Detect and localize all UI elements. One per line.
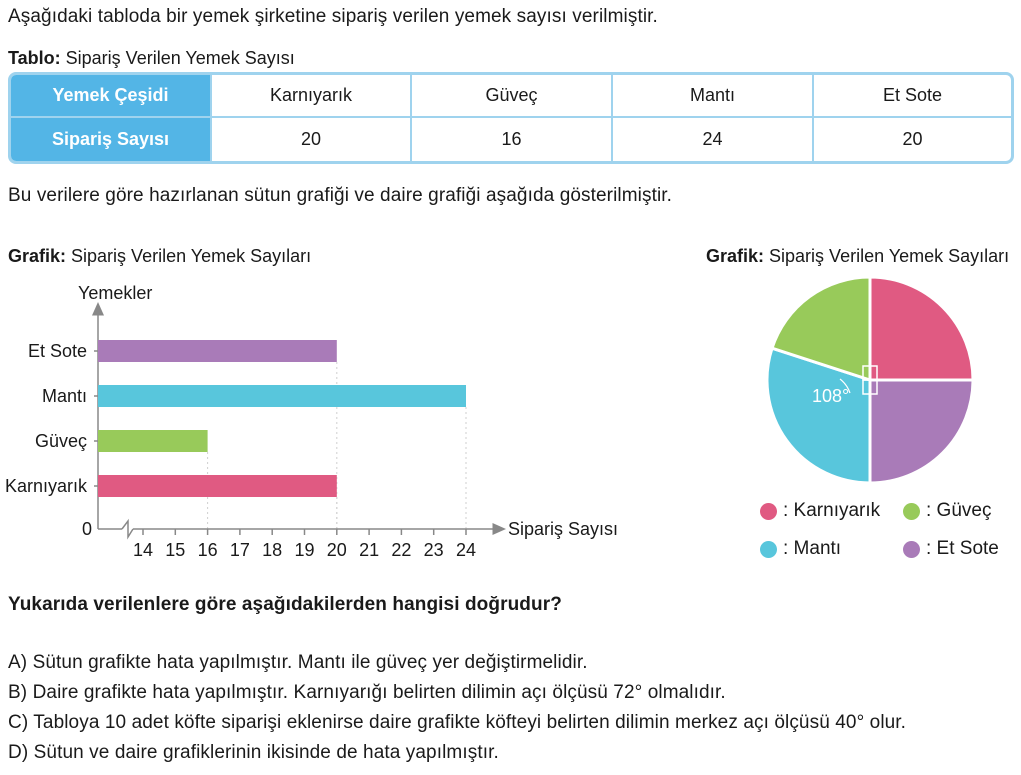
table-cell-count: 20 <box>212 118 412 161</box>
table-caption: Tablo: Sipariş Verilen Yemek Sayısı <box>8 48 295 68</box>
option-c[interactable]: C) Tabloya 10 adet köfte siparişi ekleni… <box>8 712 907 733</box>
table-header-food: Yemek Çeşidi <box>11 75 212 118</box>
legend-item: : Mantı <box>760 538 841 560</box>
order-table: Yemek Çeşidi Karnıyarık Güveç Mantı Et S… <box>8 72 1014 164</box>
pie-slice-et-sote <box>868 378 975 485</box>
x-tick-label: 22 <box>391 540 411 560</box>
bar-et-sote <box>98 340 337 362</box>
legend-dot <box>760 502 777 520</box>
table-cell-count: 24 <box>613 118 814 161</box>
category-label: Güveç <box>35 431 87 451</box>
bar-güveç <box>98 430 208 452</box>
x-tick-label: 24 <box>456 540 476 560</box>
x-tick-label: 15 <box>165 540 185 560</box>
legend-label: : Et Sote <box>926 538 999 559</box>
x-axis-label: Sipariş Sayısı <box>508 519 618 539</box>
legend-item: : Karnıyarık <box>760 500 880 522</box>
legend-item: : Et Sote <box>903 538 999 560</box>
category-label: Mantı <box>42 386 87 406</box>
table-cell-food: Güveç <box>412 75 613 118</box>
x-tick-label: 14 <box>133 540 153 560</box>
axis-break-icon <box>121 518 134 540</box>
legend-label: : Karnıyarık <box>783 500 881 521</box>
x-tick-label: 17 <box>230 540 250 560</box>
x-tick-label: 16 <box>198 540 218 560</box>
bar-chart: 14 15 16 17 18 19 20 21 22 23 24 Yemekler Sipariş … <box>5 283 618 560</box>
pie-chart: 108° <box>765 275 975 485</box>
bar-chart-caption: Grafik: Sipariş Verilen Yemek Sayıları <box>8 246 312 266</box>
x-tick-label: 20 <box>327 540 347 560</box>
option-d[interactable]: D) Sütun ve daire grafiklerinin ikisinde… <box>8 742 499 763</box>
x-tick-label: 23 <box>424 540 444 560</box>
category-label: Et Sote <box>28 341 87 361</box>
table-cell-count: 20 <box>902 129 923 149</box>
angle-arc <box>839 378 851 394</box>
bar-mantı <box>98 385 466 407</box>
pie-chart-caption: Grafik: Sipariş Verilen Yemek Sayıları <box>706 246 1010 266</box>
legend-dot <box>903 502 920 520</box>
description-text: Bu verilere göre hazırlanan sütun grafiğ… <box>8 185 673 206</box>
option-a[interactable]: A) Sütun grafikte hata yapılmıştır. Mant… <box>8 652 588 673</box>
table-cell-count: 16 <box>412 118 613 161</box>
legend-dot <box>903 540 920 558</box>
table-cell-food: Karnıyarık <box>212 75 412 118</box>
legend-item: : Güveç <box>903 500 991 522</box>
category-label: Karnıyarık <box>5 476 88 496</box>
option-b[interactable]: B) Daire grafikte hata yapılmıştır. Karn… <box>8 682 726 703</box>
table-cell-food: Mantı <box>613 75 814 118</box>
y-axis-label: Yemekler <box>78 283 152 303</box>
legend-label: : Mantı <box>783 538 842 559</box>
x-tick-label: 19 <box>294 540 314 560</box>
legend-label: : Güveç <box>926 500 992 521</box>
x-tick-label: 21 <box>359 540 379 560</box>
pie-slice-güveç <box>770 275 872 383</box>
angle-label: 108° <box>812 386 849 406</box>
table-header-count: Sipariş Sayısı <box>11 118 212 161</box>
intro-text: Aşağıdaki tabloda bir yemek şirketine si… <box>8 6 658 27</box>
bar-karnıyarık <box>98 475 337 497</box>
question-text: Yukarıda verilenlere göre aşağıdakilerde… <box>8 594 562 615</box>
pie-slice-karnıyarık <box>868 275 975 382</box>
right-angle-marker <box>862 379 878 395</box>
origin-label: 0 <box>82 519 92 539</box>
pie-slice-mantı <box>765 346 872 485</box>
legend-dot <box>760 540 777 558</box>
x-tick-label: 18 <box>262 540 282 560</box>
table-cell-food: Et Sote <box>814 75 1011 118</box>
